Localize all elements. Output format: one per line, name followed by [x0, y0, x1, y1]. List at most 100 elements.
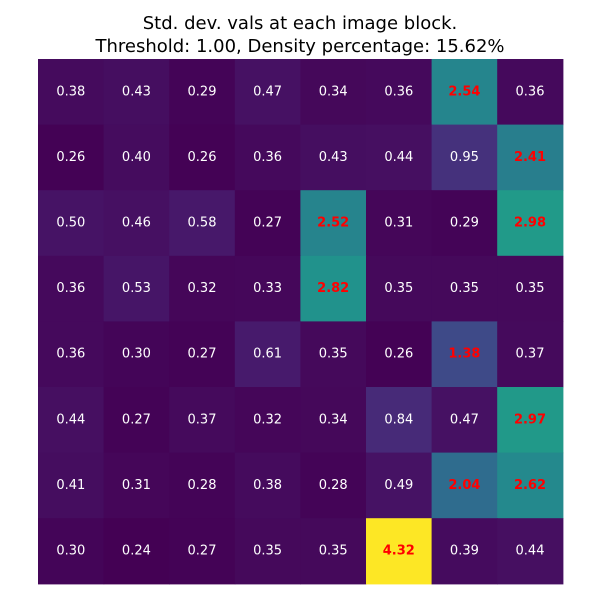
heatmap-cell — [300, 190, 367, 257]
heatmap-cell-value: 0.35 — [384, 281, 413, 296]
heatmap-cell — [366, 124, 433, 191]
heatmap-cell — [366, 518, 433, 585]
heatmap-cell — [103, 518, 170, 585]
heatmap-cell — [103, 452, 170, 519]
heatmap-cell — [497, 59, 564, 126]
heatmap-cell-value: 0.31 — [384, 216, 413, 231]
heatmap-cell-value: 0.39 — [450, 544, 479, 559]
heatmap-cell — [497, 321, 564, 388]
heatmap-cell-value: 0.35 — [450, 281, 479, 296]
heatmap-cell — [234, 321, 301, 388]
heatmap-cell — [234, 124, 301, 191]
heatmap-cell-value: 0.36 — [384, 84, 413, 99]
heatmap-cell-value: 0.47 — [253, 84, 282, 99]
heatmap-cell — [169, 59, 236, 126]
heatmap-cell-value: 2.04 — [448, 478, 480, 493]
heatmap-cell — [497, 190, 564, 257]
heatmap-cell — [234, 518, 301, 585]
chart-title: Std. dev. vals at each image block. — [143, 13, 458, 34]
heatmap-cell-value: 2.62 — [514, 478, 546, 493]
heatmap-cell — [431, 190, 498, 257]
heatmap-cell — [169, 255, 236, 322]
heatmap-cell-value: 0.49 — [384, 478, 413, 493]
heatmap-cell — [38, 124, 105, 191]
heatmap-cell — [366, 190, 433, 257]
heatmap-cell — [366, 387, 433, 454]
heatmap-cell-value: 0.36 — [253, 150, 282, 165]
heatmap-cell — [38, 190, 105, 257]
heatmap-cell — [169, 124, 236, 191]
heatmap-cell-value: 0.24 — [122, 544, 151, 559]
heatmap-cell — [169, 518, 236, 585]
heatmap-cell-value: 0.31 — [122, 478, 151, 493]
heatmap-cell-value: 0.53 — [122, 281, 151, 296]
heatmap-cell — [497, 387, 564, 454]
heatmap-cell — [366, 321, 433, 388]
heatmap-cell — [366, 452, 433, 519]
heatmap-cell — [38, 387, 105, 454]
heatmap-cell — [431, 518, 498, 585]
heatmap-cell — [103, 255, 170, 322]
heatmap-cell — [103, 387, 170, 454]
heatmap-cell-value: 0.26 — [384, 347, 413, 362]
heatmap-cell-value: 2.98 — [514, 216, 546, 231]
heatmap-cell — [300, 59, 367, 126]
heatmap-cell — [169, 190, 236, 257]
heatmap-cell-value: 0.95 — [450, 150, 479, 165]
heatmap-cell-value: 0.37 — [188, 412, 217, 427]
heatmap-cell-value: 0.27 — [188, 347, 217, 362]
heatmap-cell-value: 2.52 — [317, 216, 349, 231]
heatmap-cell — [300, 124, 367, 191]
heatmap-cell — [103, 124, 170, 191]
heatmap-cell-value: 0.44 — [56, 412, 85, 427]
heatmap-cell-value: 0.50 — [56, 216, 85, 231]
heatmap-cell-value: 0.44 — [384, 150, 413, 165]
heatmap-cell — [103, 190, 170, 257]
heatmap-cell-value: 2.97 — [514, 412, 546, 427]
heatmap-cell — [431, 452, 498, 519]
heatmap-cell — [300, 387, 367, 454]
heatmap-cell-value: 0.30 — [122, 347, 151, 362]
heatmap-cell-value: 0.36 — [516, 84, 545, 99]
heatmap-cell-value: 0.27 — [253, 216, 282, 231]
heatmap-cell-value: 0.28 — [188, 478, 217, 493]
heatmap-cell-value: 4.32 — [383, 544, 415, 559]
heatmap-cell-value: 0.35 — [516, 281, 545, 296]
heatmap-cell — [38, 59, 105, 126]
heatmap-cell — [169, 387, 236, 454]
heatmap-cell-value: 0.34 — [319, 412, 348, 427]
chart-subtitle: Threshold: 1.00, Density percentage: 15.… — [94, 36, 504, 57]
heatmap-cell — [234, 452, 301, 519]
heatmap-cell — [366, 255, 433, 322]
heatmap-cell-value: 0.28 — [319, 478, 348, 493]
heatmap-cell-labels: 0.38 0.43 0.29 0.47 0.34 0.36 2.54 0.36 0.26 0.40… — [56, 84, 546, 558]
heatmap-cell — [38, 518, 105, 585]
heatmap-cell-value: 0.40 — [122, 150, 151, 165]
heatmap-cell-value: 0.29 — [188, 84, 217, 99]
heatmap-cell-value: 0.35 — [253, 544, 282, 559]
heatmap-cell — [431, 255, 498, 322]
heatmap-cell — [431, 321, 498, 388]
heatmap-cell — [38, 321, 105, 388]
heatmap-cell — [300, 452, 367, 519]
heatmap-cell-value: 0.47 — [450, 412, 479, 427]
heatmap-cell-value: 0.38 — [56, 84, 85, 99]
heatmap-cell — [169, 452, 236, 519]
heatmap-cell-value: 0.46 — [122, 216, 151, 231]
heatmap-cells — [38, 59, 564, 585]
heatmap-cell — [300, 518, 367, 585]
heatmap-cell — [431, 124, 498, 191]
heatmap-cell-value: 0.43 — [122, 84, 151, 99]
heatmap-cell — [431, 387, 498, 454]
heatmap-cell — [234, 190, 301, 257]
heatmap-cell-value: 2.41 — [514, 150, 546, 165]
heatmap-cell — [103, 321, 170, 388]
heatmap-cell-value: 0.84 — [384, 412, 413, 427]
heatmap-cell-value: 1.38 — [448, 347, 480, 362]
heatmap-cell-value: 0.58 — [188, 216, 217, 231]
heatmap-cell — [234, 255, 301, 322]
heatmap-cell — [497, 124, 564, 191]
heatmap-cell-value: 2.54 — [448, 84, 480, 99]
heatmap-cell — [38, 255, 105, 322]
